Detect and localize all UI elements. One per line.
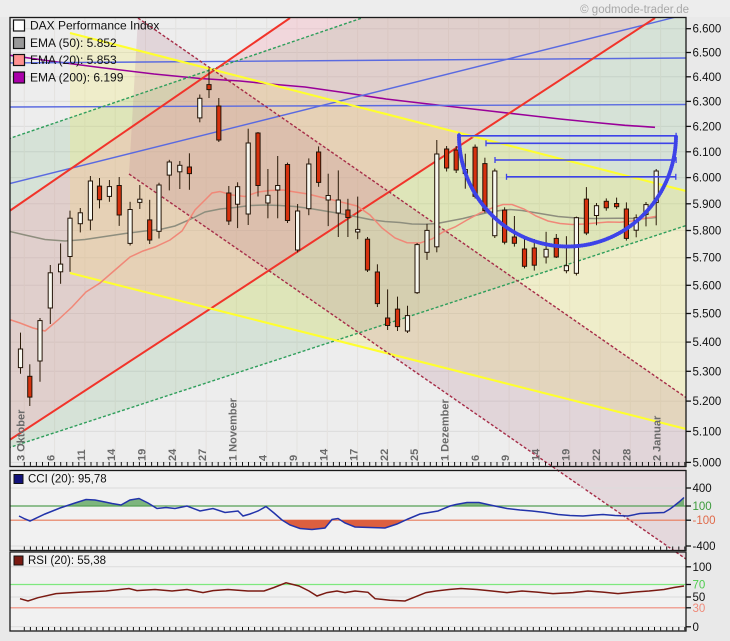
svg-text:2 Januar: 2 Januar	[652, 415, 664, 461]
svg-text:6: 6	[470, 455, 482, 461]
svg-text:5.500: 5.500	[693, 309, 722, 321]
svg-text:5.400: 5.400	[693, 337, 722, 349]
svg-text:11: 11	[76, 449, 88, 461]
svg-text:6.400: 6.400	[693, 72, 722, 84]
svg-text:17: 17	[349, 449, 361, 461]
svg-text:9: 9	[288, 455, 300, 461]
svg-text:50: 50	[693, 592, 706, 604]
svg-text:28: 28	[621, 449, 633, 461]
svg-text:14: 14	[530, 448, 542, 461]
svg-text:5.300: 5.300	[693, 366, 722, 378]
svg-text:EMA (20): 5.853: EMA (20): 5.853	[30, 53, 117, 67]
svg-text:70: 70	[693, 580, 706, 592]
svg-text:5.800: 5.800	[693, 226, 722, 238]
svg-text:24: 24	[167, 448, 179, 461]
svg-text:22: 22	[591, 449, 603, 461]
svg-text:5.700: 5.700	[693, 253, 722, 265]
svg-text:400: 400	[693, 483, 712, 495]
svg-text:19: 19	[137, 449, 149, 461]
svg-text:9: 9	[500, 455, 512, 461]
svg-text:5.200: 5.200	[693, 396, 722, 408]
svg-text:6.500: 6.500	[693, 48, 722, 60]
svg-text:27: 27	[197, 449, 209, 461]
svg-text:RSI (20): 55,38: RSI (20): 55,38	[28, 555, 106, 567]
svg-text:DAX Performance Index: DAX Performance Index	[30, 19, 159, 33]
svg-text:1 November: 1 November	[227, 397, 239, 461]
svg-text:-100: -100	[693, 515, 716, 527]
svg-text:© godmode-trader.de: © godmode-trader.de	[580, 4, 689, 16]
svg-text:3 Oktober: 3 Oktober	[15, 409, 27, 461]
svg-text:5.100: 5.100	[693, 426, 722, 438]
svg-text:6: 6	[46, 455, 58, 461]
svg-text:6.000: 6.000	[693, 173, 722, 185]
svg-text:6.100: 6.100	[693, 147, 722, 159]
svg-text:6.200: 6.200	[693, 121, 722, 133]
svg-text:19: 19	[561, 449, 573, 461]
svg-text:6.600: 6.600	[693, 24, 722, 36]
svg-text:14: 14	[106, 448, 118, 461]
svg-text:1 Dezember: 1 Dezember	[440, 399, 452, 461]
svg-text:5.600: 5.600	[693, 280, 722, 292]
svg-text:14: 14	[318, 448, 330, 461]
svg-text:0: 0	[693, 622, 699, 634]
svg-text:5.900: 5.900	[693, 199, 722, 211]
svg-text:4: 4	[258, 454, 270, 461]
svg-text:CCI (20): 95,78: CCI (20): 95,78	[28, 474, 107, 486]
svg-text:EMA (50): 5.852: EMA (50): 5.852	[30, 36, 117, 50]
svg-text:6.300: 6.300	[693, 96, 722, 108]
svg-text:25: 25	[409, 449, 421, 461]
svg-text:-400: -400	[693, 541, 716, 553]
svg-text:100: 100	[693, 562, 712, 574]
svg-text:30: 30	[693, 603, 706, 615]
svg-text:22: 22	[379, 449, 391, 461]
svg-text:EMA (200): 6.199: EMA (200): 6.199	[30, 71, 124, 85]
svg-text:5.000: 5.000	[693, 457, 722, 469]
svg-text:100: 100	[693, 501, 712, 513]
